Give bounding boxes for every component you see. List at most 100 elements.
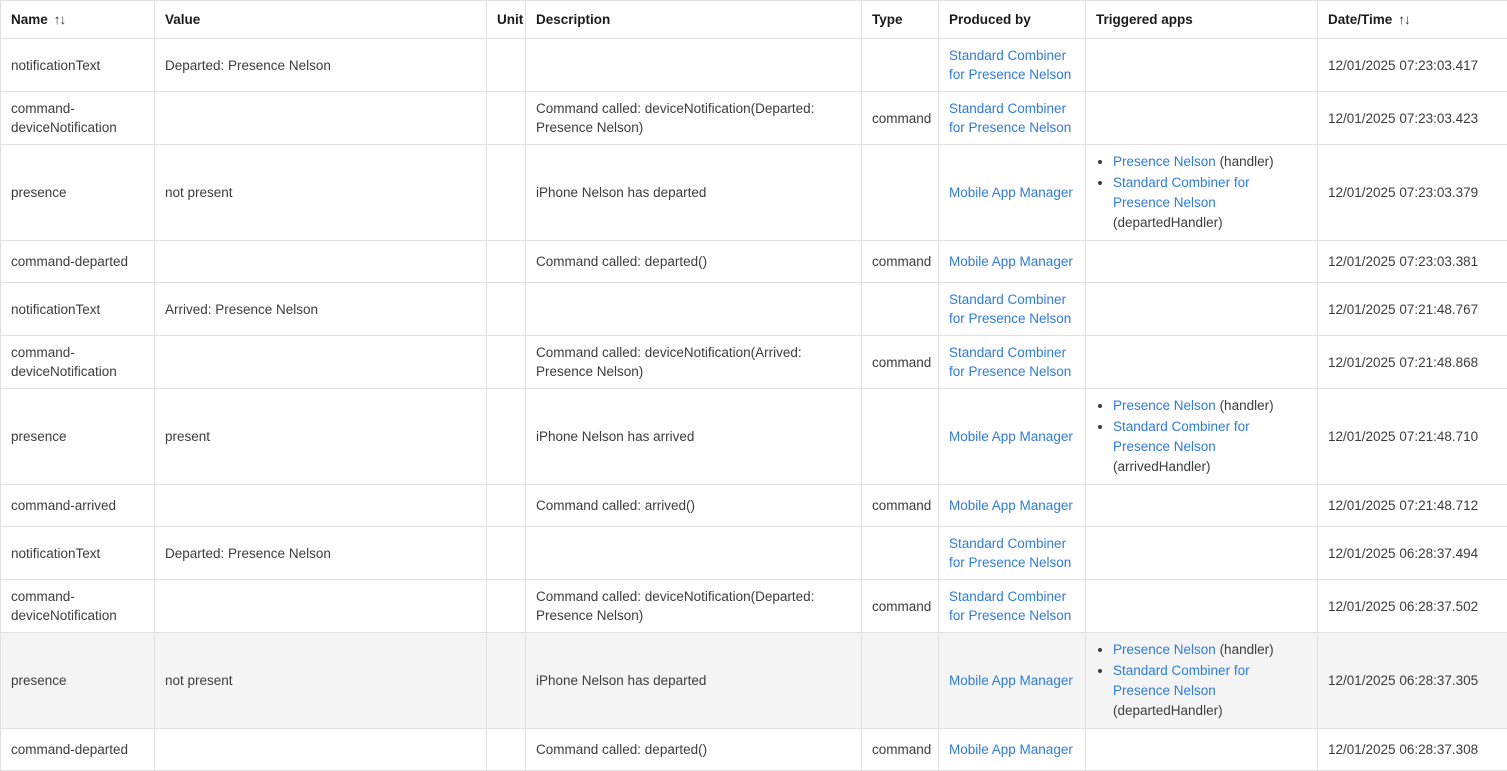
event-unit-cell bbox=[487, 729, 526, 771]
event-triggered-apps-cell: Presence Nelson (handler)Standard Combin… bbox=[1086, 145, 1318, 241]
event-triggered-apps-cell: Presence Nelson (handler)Standard Combin… bbox=[1086, 389, 1318, 485]
triggered-app-item: Presence Nelson (handler) bbox=[1113, 640, 1307, 660]
column-header-name[interactable]: Name ↑↓ bbox=[1, 1, 155, 39]
column-label-unit: Unit bbox=[497, 12, 523, 27]
event-produced-by-cell: Mobile App Manager bbox=[939, 633, 1086, 729]
event-value-cell: Departed: Presence Nelson bbox=[155, 527, 487, 580]
event-value-cell: not present bbox=[155, 145, 487, 241]
produced-by-link[interactable]: Standard Combiner for Presence Nelson bbox=[949, 48, 1071, 82]
column-label-value: Value bbox=[165, 12, 200, 27]
event-triggered-apps-cell bbox=[1086, 39, 1318, 92]
triggered-app-note: (arrivedHandler) bbox=[1113, 459, 1211, 474]
event-name-cell: presence bbox=[1, 389, 155, 485]
produced-by-link[interactable]: Mobile App Manager bbox=[949, 254, 1073, 269]
event-row: command-departed Command called: departed… bbox=[1, 729, 1507, 771]
triggered-app-link[interactable]: Presence Nelson bbox=[1113, 398, 1216, 413]
triggered-app-item: Standard Combiner for Presence Nelson (d… bbox=[1113, 173, 1307, 233]
event-value-cell bbox=[155, 485, 487, 527]
column-label-triggered-apps: Triggered apps bbox=[1096, 12, 1193, 27]
event-value-cell bbox=[155, 241, 487, 283]
produced-by-link[interactable]: Standard Combiner for Presence Nelson bbox=[949, 536, 1071, 570]
event-datetime-cell: 12/01/2025 07:21:48.712 bbox=[1318, 485, 1507, 527]
event-unit-cell bbox=[487, 633, 526, 729]
event-unit-cell bbox=[487, 389, 526, 485]
event-type-cell: command bbox=[862, 241, 939, 283]
produced-by-link[interactable]: Mobile App Manager bbox=[949, 429, 1073, 444]
event-value-cell bbox=[155, 336, 487, 389]
triggered-app-item: Presence Nelson (handler) bbox=[1113, 152, 1307, 172]
triggered-app-link[interactable]: Standard Combiner for Presence Nelson bbox=[1113, 419, 1250, 454]
event-datetime-cell: 12/01/2025 07:23:03.423 bbox=[1318, 92, 1507, 145]
event-value-cell: Arrived: Presence Nelson bbox=[155, 283, 487, 336]
column-label-name: Name bbox=[11, 12, 48, 27]
event-triggered-apps-cell bbox=[1086, 485, 1318, 527]
event-value-cell: not present bbox=[155, 633, 487, 729]
event-unit-cell bbox=[487, 283, 526, 336]
event-type-cell bbox=[862, 633, 939, 729]
event-produced-by-cell: Mobile App Manager bbox=[939, 241, 1086, 283]
produced-by-link[interactable]: Standard Combiner for Presence Nelson bbox=[949, 101, 1071, 135]
event-type-cell bbox=[862, 39, 939, 92]
sort-icon[interactable]: ↑↓ bbox=[54, 12, 66, 27]
event-triggered-apps-cell bbox=[1086, 336, 1318, 389]
event-name-cell: presence bbox=[1, 633, 155, 729]
produced-by-link[interactable]: Mobile App Manager bbox=[949, 673, 1073, 688]
triggered-app-link[interactable]: Presence Nelson bbox=[1113, 642, 1216, 657]
event-type-cell: command bbox=[862, 336, 939, 389]
event-datetime-cell: 12/01/2025 06:28:37.502 bbox=[1318, 580, 1507, 633]
event-type-cell: command bbox=[862, 92, 939, 145]
event-produced-by-cell: Standard Combiner for Presence Nelson bbox=[939, 92, 1086, 145]
event-description-cell: iPhone Nelson has departed bbox=[526, 145, 862, 241]
event-datetime-cell: 12/01/2025 07:23:03.417 bbox=[1318, 39, 1507, 92]
sort-icon[interactable]: ↑↓ bbox=[1398, 12, 1410, 27]
triggered-app-note: (handler) bbox=[1216, 154, 1274, 169]
event-description-cell: Command called: departed() bbox=[526, 729, 862, 771]
event-produced-by-cell: Mobile App Manager bbox=[939, 485, 1086, 527]
table-header: Name↑↓ Value Unit Description Type Produ… bbox=[1, 1, 1507, 39]
triggered-app-item: Standard Combiner for Presence Nelson (d… bbox=[1113, 661, 1307, 721]
triggered-app-link[interactable]: Presence Nelson bbox=[1113, 154, 1216, 169]
triggered-app-note: (departedHandler) bbox=[1113, 215, 1223, 230]
event-type-cell: command bbox=[862, 485, 939, 527]
column-label-datetime: Date/Time bbox=[1328, 12, 1392, 27]
event-triggered-apps-cell bbox=[1086, 580, 1318, 633]
event-unit-cell bbox=[487, 485, 526, 527]
event-description-cell: Command called: departed() bbox=[526, 241, 862, 283]
event-unit-cell bbox=[487, 527, 526, 580]
triggered-app-link[interactable]: Standard Combiner for Presence Nelson bbox=[1113, 175, 1250, 210]
column-header-produced-by: Produced by bbox=[939, 1, 1086, 39]
produced-by-link[interactable]: Standard Combiner for Presence Nelson bbox=[949, 345, 1071, 379]
event-name-cell: notificationText bbox=[1, 39, 155, 92]
column-header-datetime[interactable]: Date/Time ↑↓ bbox=[1318, 1, 1507, 39]
produced-by-link[interactable]: Mobile App Manager bbox=[949, 185, 1073, 200]
event-triggered-apps-cell bbox=[1086, 527, 1318, 580]
event-description-cell bbox=[526, 527, 862, 580]
produced-by-link[interactable]: Standard Combiner for Presence Nelson bbox=[949, 589, 1071, 623]
event-description-cell: Command called: arrived() bbox=[526, 485, 862, 527]
produced-by-link[interactable]: Mobile App Manager bbox=[949, 498, 1073, 513]
event-produced-by-cell: Standard Combiner for Presence Nelson bbox=[939, 39, 1086, 92]
event-produced-by-cell: Standard Combiner for Presence Nelson bbox=[939, 527, 1086, 580]
event-type-cell bbox=[862, 283, 939, 336]
event-datetime-cell: 12/01/2025 06:28:37.305 bbox=[1318, 633, 1507, 729]
event-unit-cell bbox=[487, 39, 526, 92]
triggered-apps-list: Presence Nelson (handler)Standard Combin… bbox=[1096, 152, 1307, 233]
table-body: notificationText Departed: Presence Nelso… bbox=[1, 39, 1507, 771]
produced-by-link[interactable]: Mobile App Manager bbox=[949, 742, 1073, 757]
column-header-triggered-apps: Triggered apps bbox=[1086, 1, 1318, 39]
triggered-apps-list: Presence Nelson (handler)Standard Combin… bbox=[1096, 396, 1307, 477]
event-description-cell: Command called: deviceNotification(Depar… bbox=[526, 92, 862, 145]
event-type-cell bbox=[862, 527, 939, 580]
column-header-value: Value bbox=[155, 1, 487, 39]
event-produced-by-cell: Mobile App Manager bbox=[939, 389, 1086, 485]
produced-by-link[interactable]: Standard Combiner for Presence Nelson bbox=[949, 292, 1071, 326]
event-description-cell bbox=[526, 283, 862, 336]
triggered-app-link[interactable]: Standard Combiner for Presence Nelson bbox=[1113, 663, 1250, 698]
triggered-app-item: Standard Combiner for Presence Nelson (a… bbox=[1113, 417, 1307, 477]
event-name-cell: command-departed bbox=[1, 729, 155, 771]
